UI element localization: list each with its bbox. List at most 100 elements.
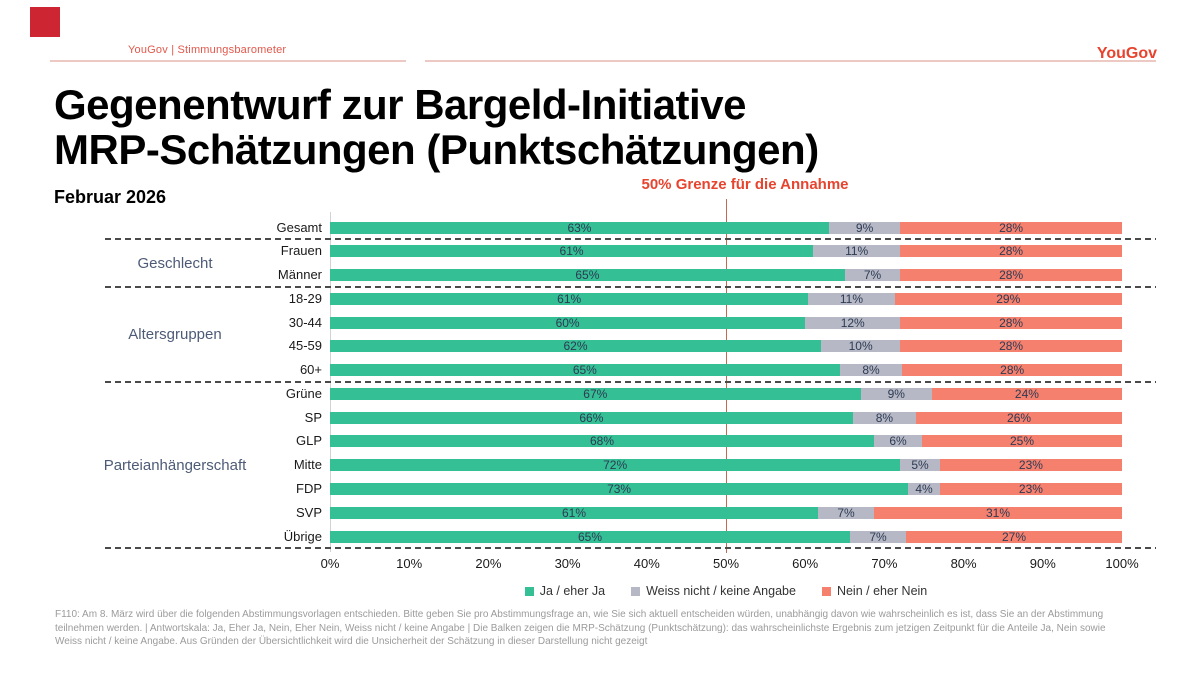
segment-value-label: 28%: [999, 244, 1024, 259]
segment-value-label: 10%: [848, 339, 873, 354]
yougov-logo: YouGov: [1096, 45, 1157, 62]
row-label: SP: [304, 409, 322, 425]
segment-value-label: 73%: [607, 481, 632, 496]
group-separator-line: [105, 381, 1156, 383]
bar-segment-weiss: 8%: [852, 411, 917, 424]
segment-value-label: 72%: [603, 458, 628, 473]
bar-segment-ja: 66%: [330, 411, 853, 424]
bar-segment-weiss: 9%: [860, 387, 932, 400]
segment-value-label: 61%: [557, 291, 582, 306]
bar-segment-nein: 27%: [905, 530, 1122, 543]
bar-segment-weiss: 4%: [908, 482, 940, 495]
header-divider-left: [50, 60, 406, 62]
bar-segment-ja: 60%: [330, 315, 806, 330]
segment-value-label: 7%: [869, 529, 887, 544]
legend-swatch: [631, 586, 641, 596]
group-separator-line: [105, 238, 1156, 241]
bar-segment-ja: 61%: [330, 505, 818, 520]
brand-square: [30, 7, 60, 37]
row-label: Grüne: [285, 385, 322, 401]
group-label: Altersgruppen: [128, 326, 222, 344]
x-axis-tick-label: 90%: [1029, 556, 1056, 571]
legend-item: Weiss nicht / keine Angabe: [631, 584, 796, 598]
bar-segment-weiss: 5%: [900, 458, 940, 473]
bar-row: 63% 9% 28%: [330, 220, 1122, 235]
segment-value-label: 6%: [889, 434, 907, 449]
bar-segment-nein: 23%: [939, 459, 1122, 472]
x-axis-tick-label: 70%: [871, 556, 898, 571]
bar-segment-nein: 28%: [900, 221, 1122, 234]
row-label: Gesamt: [276, 219, 322, 235]
segment-value-label: 63%: [567, 220, 592, 235]
bar-segment-weiss: 11%: [808, 291, 895, 306]
bar-segment-weiss: 7%: [818, 506, 874, 519]
header-divider-right: [425, 60, 1156, 62]
bar-segment-ja: 72%: [330, 458, 901, 473]
bar-segment-ja: 62%: [330, 339, 822, 354]
group-separator-line: [105, 285, 1156, 288]
x-axis-tick-label: 100%: [1105, 556, 1139, 571]
row-label: 60+: [299, 362, 322, 378]
row-label: Mitte: [293, 457, 322, 473]
chart-legend: Ja / eher Ja Weiss nicht / keine Angabe Ne…: [330, 584, 1122, 598]
bar-row: 65% 7% 27%: [330, 529, 1122, 544]
segment-value-label: 62%: [563, 339, 588, 354]
bar-row: 62% 10% 28%: [330, 339, 1122, 354]
bar-segment-weiss: 11%: [813, 244, 901, 259]
threshold-annotation: 50% Grenze für die Annahme: [641, 176, 849, 193]
segment-value-label: 61%: [561, 505, 587, 520]
bar-segment-ja: 63%: [330, 220, 829, 235]
bar-row: 68% 6% 25%: [330, 434, 1122, 449]
segment-value-label: 12%: [840, 315, 865, 330]
bar-row: 61% 11% 28%: [330, 244, 1122, 259]
legend-swatch: [524, 586, 534, 596]
segment-value-label: 5%: [911, 458, 929, 473]
x-axis-tick-label: 0%: [320, 556, 340, 571]
bar-segment-weiss: 7%: [844, 269, 901, 282]
row-label: Männer: [277, 267, 322, 283]
group-label: Parteianhängerschaft: [103, 457, 247, 475]
bar-row: 61% 7% 31%: [330, 505, 1122, 520]
bar-row: 73% 4% 23%: [330, 481, 1122, 496]
bar-row: 72% 5% 23%: [330, 458, 1122, 473]
bar-segment-ja: 65%: [330, 530, 850, 543]
segment-value-label: 24%: [1014, 386, 1039, 401]
bar-segment-nein: 31%: [874, 506, 1122, 519]
x-axis-tick-label: 50%: [712, 556, 740, 571]
segment-value-label: 11%: [845, 244, 869, 259]
x-axis-tick-label: 20%: [475, 556, 502, 571]
bar-row: 65% 7% 28%: [330, 268, 1122, 283]
segment-value-label: 8%: [862, 363, 880, 378]
page-title-line2: MRP-Schätzungen (Punktschätzungen): [54, 126, 819, 173]
segment-value-label: 28%: [999, 339, 1024, 354]
bar-segment-weiss: 7%: [849, 529, 906, 544]
row-label: FDP: [296, 480, 322, 496]
segment-value-label: 60%: [555, 315, 580, 330]
footnote: F110: Am 8. März wird über die folgenden…: [55, 609, 1106, 647]
segment-value-label: 65%: [575, 268, 600, 283]
legend-item: Ja / eher Ja: [524, 584, 605, 598]
segment-value-label: 11%: [839, 291, 864, 306]
bar-segment-weiss: 9%: [828, 221, 901, 234]
x-axis-tick-label: 40%: [633, 556, 660, 571]
bar-segment-nein: 28%: [900, 268, 1122, 283]
page-title-line1: Gegenentwurf zur Bargeld-Initiative: [54, 81, 746, 128]
bar-segment-weiss: 6%: [874, 434, 922, 449]
bar-segment-ja: 61%: [330, 244, 814, 259]
row-label: SVP: [295, 504, 322, 520]
x-axis-tick-label: 60%: [792, 556, 819, 571]
bar-segment-nein: 25%: [922, 435, 1122, 448]
bar-row: 61% 11% 29%: [330, 291, 1122, 306]
date-label: Februar 2026: [54, 187, 167, 207]
segment-value-label: 61%: [559, 244, 584, 259]
row-label: GLP: [295, 433, 322, 449]
legend-label: Nein / eher Nein: [836, 584, 928, 598]
segment-value-label: 26%: [1007, 410, 1032, 425]
page-title: Gegenentwurf zur Bargeld-Initiative MRP-…: [54, 82, 819, 172]
bar-segment-ja: 61%: [330, 291, 809, 306]
segment-value-label: 65%: [572, 363, 597, 378]
bar-segment-ja: 67%: [330, 387, 861, 400]
segment-value-label: 28%: [999, 268, 1024, 283]
bar-row: 67% 9% 24%: [330, 386, 1122, 401]
